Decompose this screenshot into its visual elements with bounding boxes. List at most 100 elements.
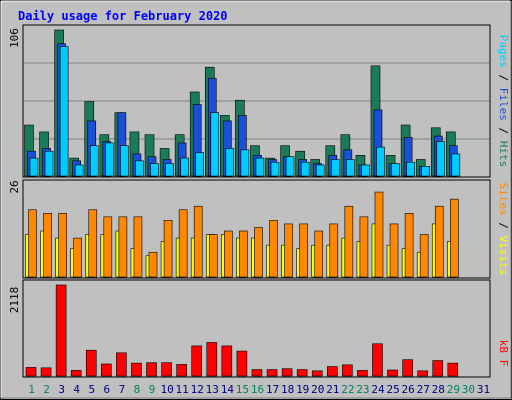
bar-sites-day-18 [284, 223, 293, 278]
day-label-11: 11 [176, 383, 189, 396]
day-label-24: 24 [371, 383, 385, 396]
bar-kb-f-day-17 [266, 369, 278, 377]
bar-pages-day-13 [210, 112, 220, 177]
bar-sites-day-11 [178, 209, 188, 278]
day-label-16: 16 [251, 383, 264, 396]
panel-middle-legend: Sites / Visits [497, 183, 510, 276]
day-label-26: 26 [402, 383, 415, 396]
panel-top-ymax-label: 106 [8, 28, 21, 48]
bar-pages-day-18 [285, 156, 295, 177]
bar-pages-day-11 [180, 157, 189, 177]
bar-sites-day-6 [103, 216, 113, 278]
bar-kb-f-day-27 [417, 370, 428, 377]
bar-kb-f-day-23 [357, 370, 368, 377]
day-label-17: 17 [266, 383, 279, 396]
bar-sites-day-16 [254, 227, 263, 278]
day-label-2: 2 [43, 383, 50, 396]
bar-kb-f-day-10 [161, 362, 172, 377]
panel-bottom-bars [25, 284, 459, 377]
day-label-9: 9 [149, 383, 156, 396]
day-label-28: 28 [432, 383, 445, 396]
day-label-22: 22 [341, 383, 354, 396]
bar-kb-f-day-19 [296, 369, 308, 377]
bar-pages-day-5 [89, 145, 99, 177]
day-label-29: 29 [447, 383, 460, 396]
bar-pages-day-19 [300, 161, 310, 177]
bar-kb-f-day-14 [221, 345, 233, 377]
bar-sites-day-28 [434, 205, 444, 278]
panel-bottom-ymax-label: 2118 [8, 287, 21, 314]
panel-bottom-legend: kB F [497, 340, 510, 367]
day-label-15: 15 [236, 383, 249, 396]
bar-sites-day-4 [73, 237, 82, 278]
bar-sites-day-2 [43, 213, 52, 278]
day-label-19: 19 [296, 383, 309, 396]
bar-pages-day-16 [255, 157, 265, 177]
bar-sites-day-23 [359, 216, 369, 278]
bar-sites-day-15 [239, 230, 248, 278]
day-label-13: 13 [206, 383, 219, 396]
day-label-21: 21 [326, 383, 339, 396]
bar-kb-f-day-16 [251, 369, 263, 377]
bar-pages-day-15 [240, 149, 250, 177]
legend-hits: Hits [497, 141, 510, 168]
bar-kb-f-day-2 [40, 367, 52, 377]
bar-pages-day-9 [150, 163, 159, 177]
day-label-4: 4 [73, 383, 80, 396]
day-label-12: 12 [191, 383, 204, 396]
bar-kb-f-day-3 [55, 284, 67, 377]
bar-sites-day-8 [133, 216, 143, 278]
panel-bottom: 2118 kB F [8, 279, 510, 378]
day-label-18: 18 [281, 383, 294, 396]
bar-kb-f-day-1 [25, 367, 37, 377]
x-axis-day-labels: 1 2 3 4 5 6 7 8 9 10 11 12 13 14 15 16 17 18 19 20 21 22 23 24 2… [28, 383, 490, 396]
bar-kb-f-day-12 [191, 345, 203, 377]
bar-sites-day-7 [118, 216, 128, 278]
bar-pages-day-14 [225, 148, 235, 177]
bar-pages-day-20 [315, 164, 325, 177]
bar-sites-day-29 [450, 198, 459, 278]
bar-kb-f-day-8 [131, 362, 142, 377]
bar-sites-day-10 [163, 220, 173, 278]
bar-sites-day-26 [404, 213, 414, 278]
panel-top: 106 Pages / Files / Hits [8, 24, 510, 178]
legend-files: Files [497, 88, 510, 121]
bar-kb-f-day-6 [101, 363, 112, 377]
day-label-6: 6 [104, 383, 111, 396]
bar-pages-day-24 [376, 146, 385, 177]
bar-sites-day-9 [148, 251, 158, 278]
panel-middle-bars [25, 191, 459, 278]
bar-kb-f-day-29 [447, 362, 459, 377]
panel-top-bars [24, 29, 461, 177]
bar-kb-f-day-5 [85, 349, 97, 377]
bar-pages-day-25 [391, 163, 400, 177]
bar-pages-day-8 [135, 160, 144, 177]
bar-kb-f-day-28 [432, 360, 444, 377]
bar-pages-day-2 [44, 150, 54, 177]
bar-sites-day-14 [224, 230, 233, 278]
day-label-10: 10 [160, 383, 173, 396]
bar-kb-f-day-18 [281, 368, 293, 377]
bar-kb-f-day-9 [146, 362, 157, 377]
bar-pages-day-26 [406, 161, 415, 177]
bar-pages-day-17 [270, 161, 280, 177]
bar-kb-f-day-11 [176, 364, 187, 377]
bar-kb-f-day-4 [70, 370, 82, 377]
day-label-5: 5 [88, 383, 95, 396]
panel-top-legend: Pages / Files / Hits [497, 35, 510, 168]
bar-sites-day-19 [299, 223, 308, 278]
day-label-25: 25 [386, 383, 399, 396]
bar-sites-day-25 [389, 223, 399, 278]
day-label-14: 14 [221, 383, 235, 396]
bar-sites-day-17 [269, 220, 278, 278]
bar-pages-day-22 [346, 159, 355, 177]
day-label-30: 30 [462, 383, 475, 396]
bar-sites-day-12 [193, 205, 203, 278]
bar-kb-f-day-7 [116, 352, 127, 377]
bar-sites-day-3 [58, 213, 67, 278]
bar-pages-day-12 [195, 152, 205, 177]
panel-middle-ymax-label: 26 [8, 180, 21, 193]
bar-sites-day-13 [208, 234, 218, 278]
bar-kb-f-day-25 [387, 369, 398, 377]
